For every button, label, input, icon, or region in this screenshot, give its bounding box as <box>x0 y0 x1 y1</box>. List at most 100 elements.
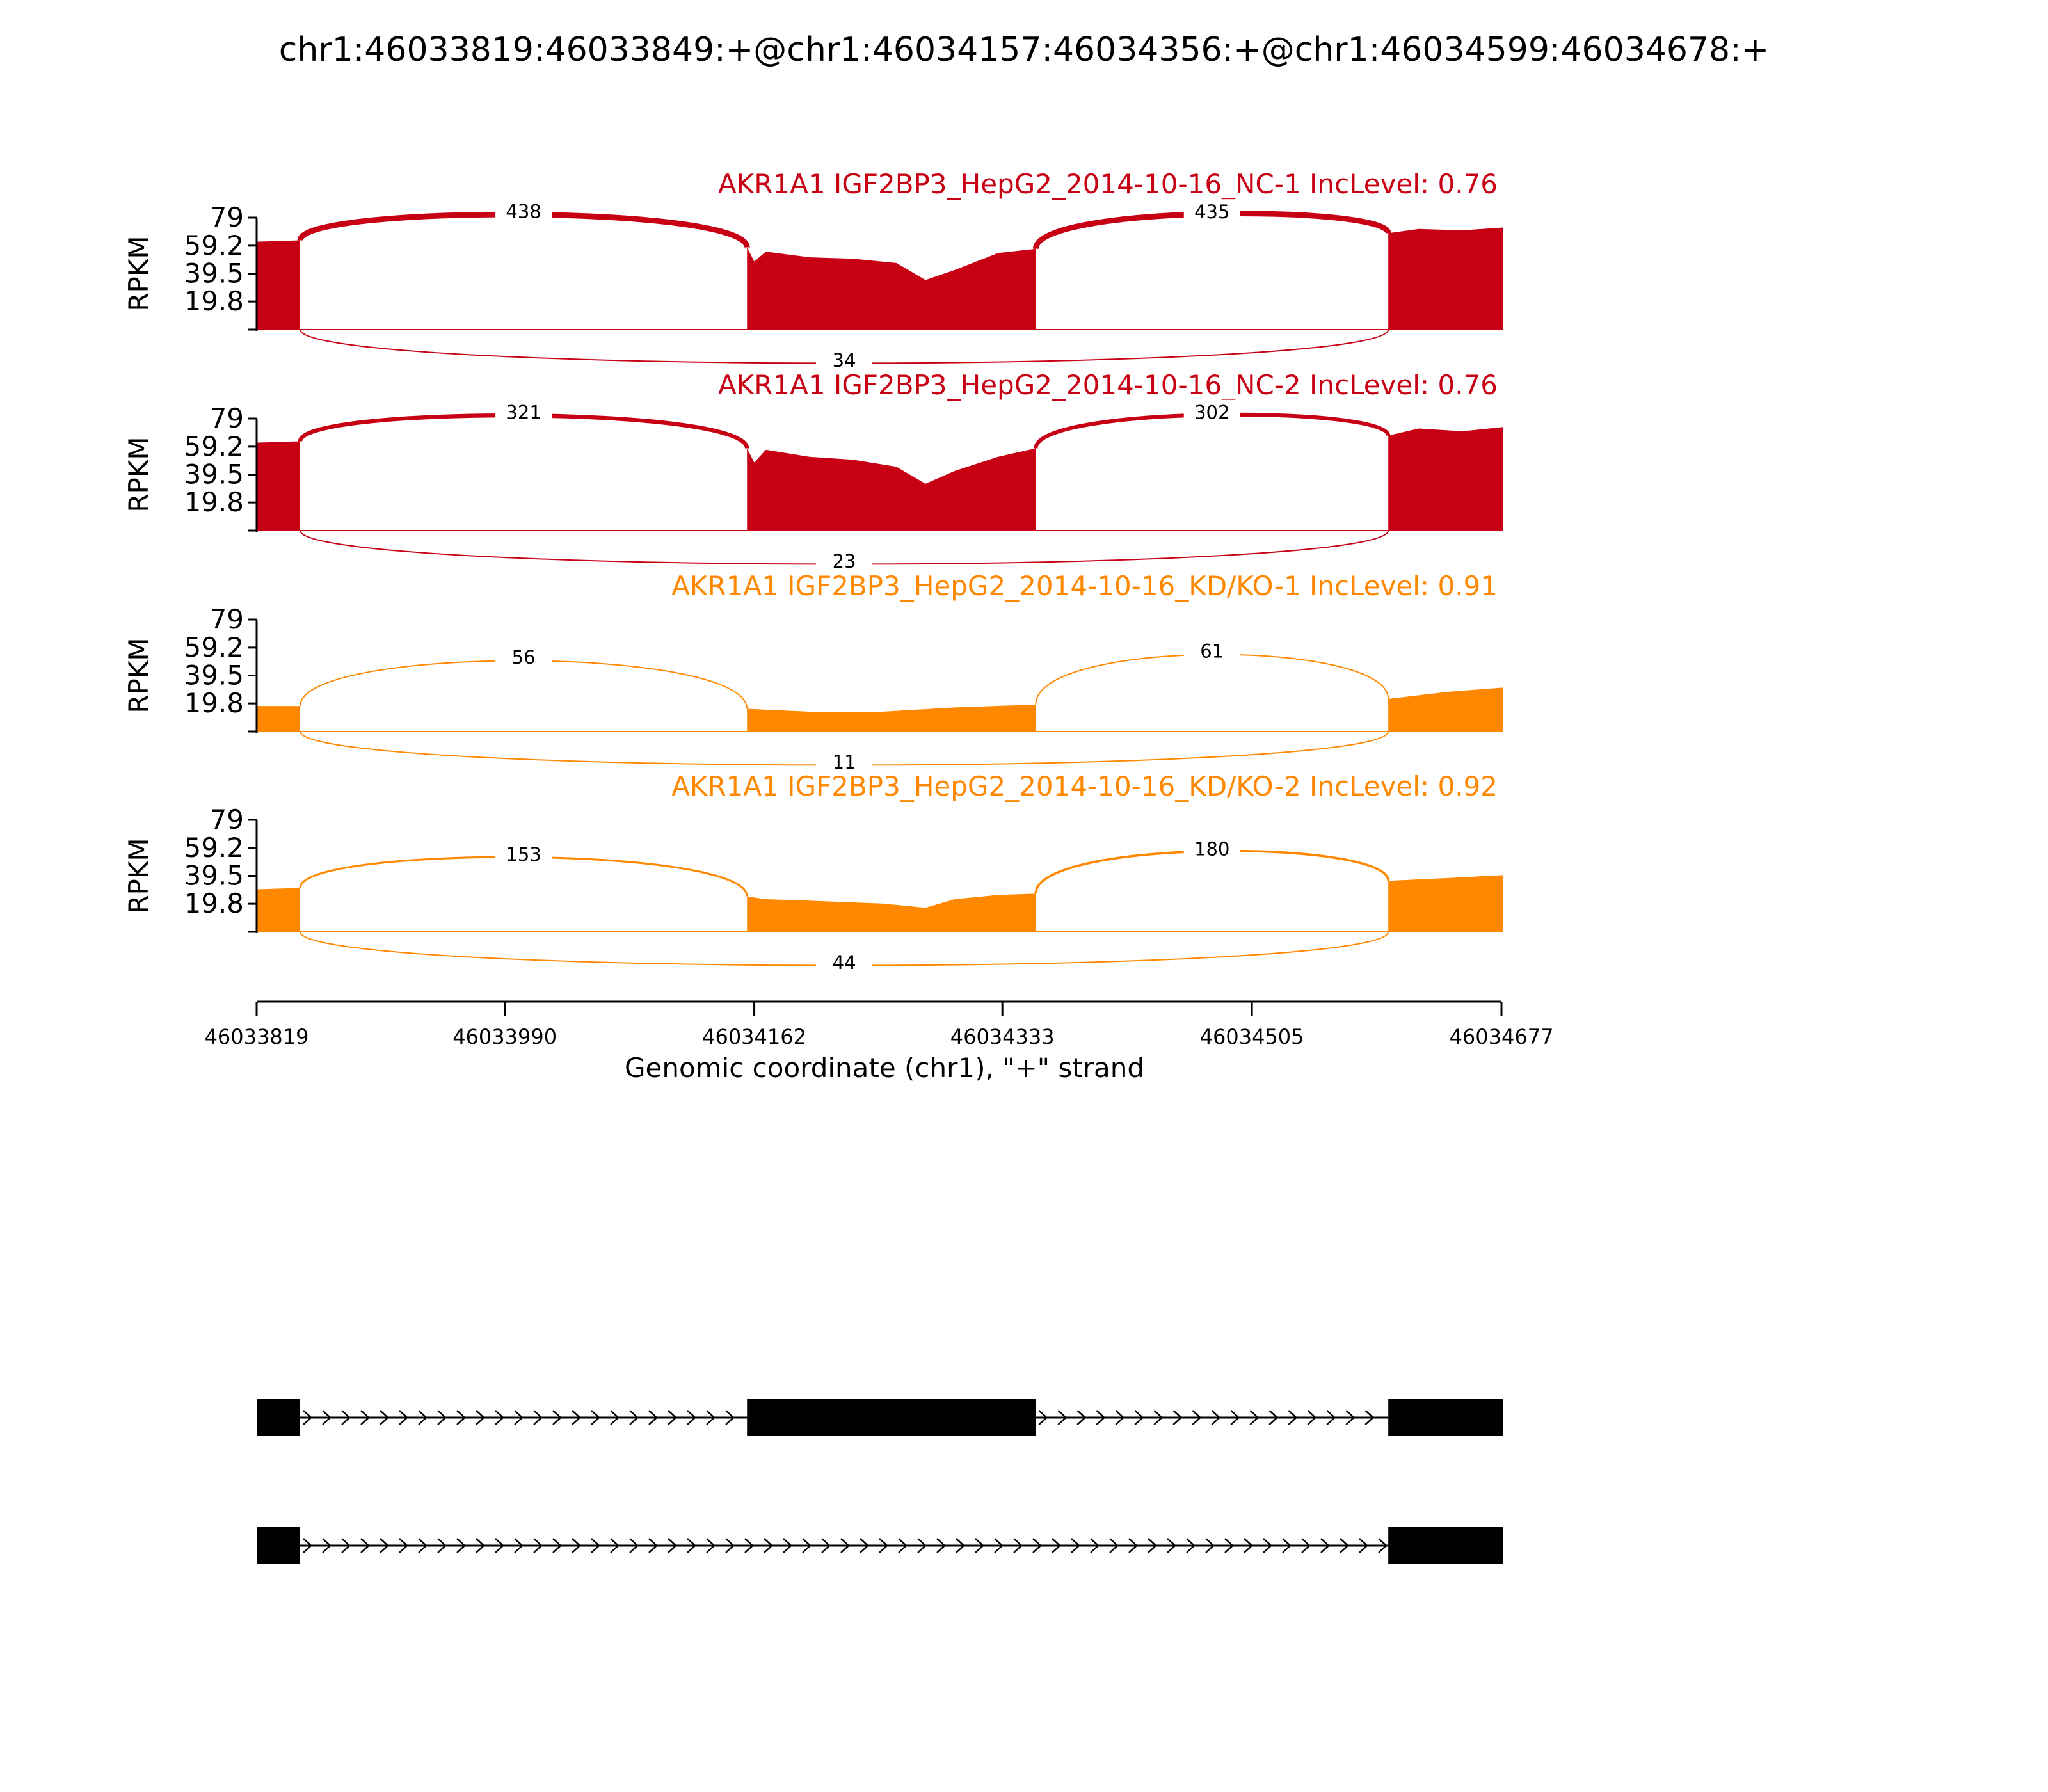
y-tick-label: 59.2 <box>184 632 244 663</box>
strand-arrow <box>860 1538 869 1553</box>
strand-arrow <box>1038 1410 1048 1425</box>
strand-arrow <box>552 1410 562 1425</box>
x-axis: 46033819 46033990 46034162 46034333 46034505… <box>205 1000 1554 1049</box>
strand-arrow <box>706 1538 716 1553</box>
strand-arrow <box>552 1538 562 1553</box>
strand-arrow <box>303 1410 312 1425</box>
strand-arrow <box>1032 1538 1042 1553</box>
junction-label-skip-bg <box>816 348 873 373</box>
strand-arrow <box>648 1538 658 1553</box>
chart-title: chr1:46033819:46033849:+@chr1:46034157:4… <box>279 31 1769 69</box>
junction-label-downstream-group: 435 <box>1183 199 1240 225</box>
strand-arrow <box>591 1538 600 1553</box>
sample-title: AKR1A1 IGF2BP3_HepG2_2014-10-16_NC-2 Inc… <box>718 369 1498 401</box>
y-tick-label: 39.5 <box>184 459 244 490</box>
y-tick-label: 39.5 <box>184 860 244 892</box>
y-tick-label: 19.8 <box>184 486 244 518</box>
strand-arrow <box>1211 1410 1221 1425</box>
junction-label-skip: 23 <box>833 550 856 572</box>
junction-label-downstream: 180 <box>1194 838 1229 860</box>
strand-arrow <box>495 1538 504 1553</box>
strand-arrow <box>1249 1410 1260 1425</box>
strand-arrow <box>456 1410 466 1425</box>
junction-label-upstream: 153 <box>506 844 541 865</box>
strand-arrow <box>1052 1538 1061 1553</box>
sample-panel-2: AKR1A1 IGF2BP3_HepG2_2014-10-16_NC-2 Inc… <box>123 369 1503 574</box>
sample-panel-3: AKR1A1 IGF2BP3_HepG2_2014-10-16_KD/KO-1 … <box>123 570 1503 775</box>
coverage-exon3 <box>1388 875 1503 932</box>
junction-label-downstream-group: 61 <box>1183 638 1240 664</box>
coverage-exon1 <box>257 441 301 531</box>
exon-block <box>1388 1399 1503 1436</box>
strand-arrow <box>1186 1538 1196 1553</box>
sample-title: AKR1A1 IGF2BP3_HepG2_2014-10-16_KD/KO-2 … <box>671 771 1498 802</box>
junction-label-downstream: 61 <box>1200 641 1224 662</box>
junction-label-downstream-bg <box>1183 836 1240 862</box>
y-tick-label: 59.2 <box>184 431 244 462</box>
y-tick-label: 39.5 <box>184 258 244 289</box>
strand-arrow <box>514 1410 524 1425</box>
strand-arrow <box>975 1538 984 1553</box>
strand-arrow <box>1128 1538 1138 1553</box>
exon-block <box>257 1399 301 1436</box>
strand-arrow <box>629 1410 639 1425</box>
junction-label-downstream-group: 180 <box>1183 836 1240 862</box>
strand-arrow <box>591 1410 600 1425</box>
junction-label-upstream: 321 <box>506 402 541 424</box>
strand-arrow <box>399 1538 408 1553</box>
strand-arrow <box>1326 1410 1336 1425</box>
junction-label-upstream-group: 153 <box>495 841 552 867</box>
x-tick-label: 46034677 <box>1450 1025 1554 1049</box>
sample-panels: AKR1A1 IGF2BP3_HepG2_2014-10-16_NC-1 Inc… <box>123 168 1503 975</box>
x-tick-label: 46033819 <box>205 1025 309 1049</box>
junction-label-upstream-bg <box>495 198 552 225</box>
strand-arrow <box>917 1538 927 1553</box>
strand-arrow <box>1268 1410 1279 1425</box>
strand-arrow <box>1076 1410 1087 1425</box>
strand-arrow <box>514 1538 524 1553</box>
y-axis-label: RPKM <box>123 436 154 512</box>
strand-arrow <box>687 1410 696 1425</box>
y-tick-label: 19.8 <box>184 888 244 919</box>
junction-label-skip-bg <box>816 548 873 574</box>
strand-arrow <box>572 1410 581 1425</box>
y-tick-label: 79 <box>210 403 244 434</box>
exon-block <box>747 1399 1036 1436</box>
strand-arrow <box>1153 1410 1164 1425</box>
strand-arrow <box>1013 1538 1023 1553</box>
strand-arrow <box>1172 1410 1183 1425</box>
sample-title: AKR1A1 IGF2BP3_HepG2_2014-10-16_NC-1 Inc… <box>718 168 1498 200</box>
y-axis-label: RPKM <box>123 236 154 311</box>
strand-arrow <box>1057 1410 1068 1425</box>
strand-arrow <box>533 1410 543 1425</box>
junction-label-upstream-bg <box>495 841 552 867</box>
strand-arrow <box>437 1410 447 1425</box>
strand-arrow <box>783 1538 792 1553</box>
strand-arrow <box>994 1538 1004 1553</box>
y-tick-label: 59.2 <box>184 832 244 863</box>
y-tick-label: 19.8 <box>184 687 244 719</box>
junction-label-skip-bg <box>816 950 873 975</box>
strand-arrow <box>1244 1538 1253 1553</box>
strand-arrow <box>1096 1410 1106 1425</box>
junction-label-upstream-bg <box>495 399 552 426</box>
junction-label-skip-bg <box>816 749 873 775</box>
coverage-exon3 <box>1388 227 1503 330</box>
junction-label-upstream-group: 56 <box>495 644 552 670</box>
strand-arrow <box>725 1410 735 1425</box>
strand-arrow <box>764 1538 773 1553</box>
strand-arrow <box>840 1538 850 1553</box>
isoform-track <box>257 1399 1503 1564</box>
coverage-exon1 <box>257 706 301 732</box>
strand-arrow <box>821 1538 831 1553</box>
junction-label-skip: 11 <box>833 751 856 773</box>
x-tick-label: 46034162 <box>702 1025 806 1049</box>
strand-arrow <box>1263 1538 1272 1553</box>
junction-label-skip-group: 23 <box>816 548 873 574</box>
sample-panel-4: AKR1A1 IGF2BP3_HepG2_2014-10-16_KD/KO-2 … <box>123 771 1503 975</box>
x-axis-label: Genomic coordinate (chr1), "+" strand <box>625 1052 1144 1084</box>
strand-arrow <box>1301 1538 1311 1553</box>
x-tick-label: 46034333 <box>950 1025 1055 1049</box>
sample-panel-1: AKR1A1 IGF2BP3_HepG2_2014-10-16_NC-1 Inc… <box>123 168 1503 373</box>
